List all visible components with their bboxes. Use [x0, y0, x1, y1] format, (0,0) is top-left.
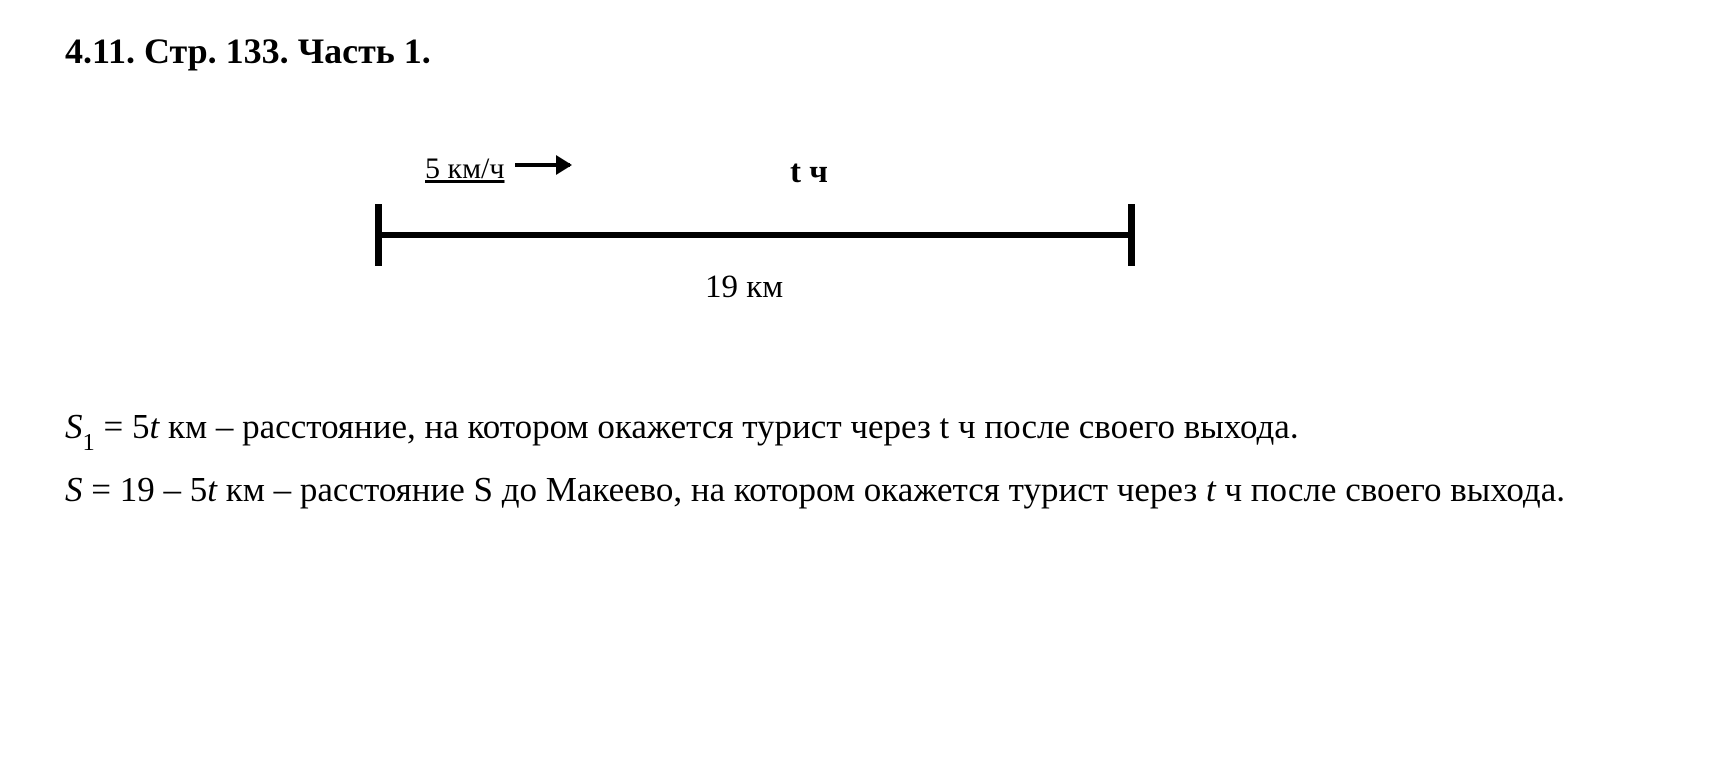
s1-variable: S [65, 407, 83, 446]
part-label: Часть 1. [298, 31, 431, 71]
diagram: 5 км/ч t ч 19 км [375, 152, 1135, 312]
velocity-arrow-icon [515, 163, 570, 167]
s1-subscript: 1 [83, 429, 95, 456]
time-label: t ч [790, 154, 828, 191]
s1-equals: = 5 [95, 407, 150, 446]
s2-t2-var: t [1206, 470, 1216, 509]
problem-header: 4.11. Стр. 133. Часть 1. [65, 30, 1665, 72]
distance-line [375, 232, 1135, 238]
formula-s2-line: S = 19 – 5t км – расстояние S до Макеево… [65, 465, 1665, 516]
velocity-label: 5 км/ч [425, 152, 504, 186]
page-label: Стр. 133. [144, 31, 289, 71]
problem-number: 4.11. [65, 31, 135, 71]
s2-equals: = 19 – 5 [83, 470, 208, 509]
s2-variable: S [65, 470, 83, 509]
s1-description: км – расстояние, на котором окажется тур… [159, 407, 1298, 446]
distance-label: 19 км [705, 269, 783, 306]
formula-s1-line: S1 = 5t км – расстояние, на котором окаж… [65, 402, 1665, 457]
s2-description: км – расстояние S до Макеево, на котором… [217, 470, 1206, 509]
s2-t-var: t [207, 470, 217, 509]
right-endpoint-tick [1128, 204, 1135, 266]
s1-t-var: t [150, 407, 160, 446]
solution-text: S1 = 5t км – расстояние, на котором окаж… [65, 402, 1665, 515]
s2-tail: ч после своего выхода. [1216, 470, 1565, 509]
